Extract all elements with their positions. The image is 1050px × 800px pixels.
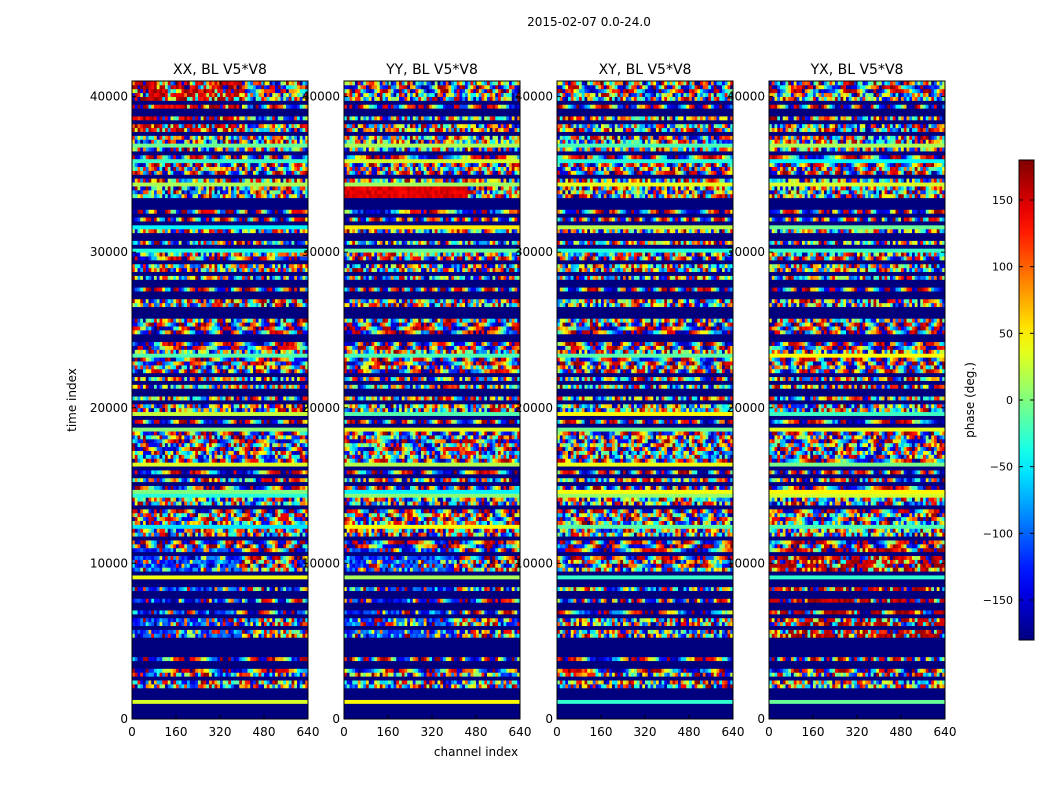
y-tick-label: 30000 — [515, 245, 553, 259]
panels: XX, BL V5*V8 0 160 320 480 640 0 10000 20000 3000… — [90, 62, 957, 739]
x-tick-label: 320 — [209, 725, 232, 739]
y-tick-label: 30000 — [90, 245, 128, 259]
y-tick-label: 20000 — [90, 401, 128, 415]
x-tick-label: 320 — [634, 725, 657, 739]
x-tick-label: 0 — [553, 725, 561, 739]
y-tick-label: 10000 — [727, 556, 765, 570]
x-tick-label: 480 — [465, 725, 488, 739]
heatmap-image — [132, 81, 309, 720]
y-tick-label: 20000 — [515, 401, 553, 415]
panel-yy: YY, BL V5*V8 0 160 320 480 640 0 10000 20000 3000… — [302, 62, 532, 739]
x-tick-label: 640 — [722, 725, 745, 739]
x-tick-label: 160 — [802, 725, 825, 739]
y-tick-label: 10000 — [515, 556, 553, 570]
heatmap-image — [557, 81, 734, 720]
x-tick-label: 160 — [165, 725, 188, 739]
y-tick-label: 40000 — [727, 90, 765, 104]
colorbar-tick-label: −50 — [990, 461, 1013, 474]
panel-title: XY, BL V5*V8 — [599, 62, 692, 78]
x-tick-label: 160 — [590, 725, 613, 739]
x-tick-label: 0 — [128, 725, 136, 739]
y-tick-label: 20000 — [727, 401, 765, 415]
y-tick-label: 30000 — [727, 245, 765, 259]
x-axis-label: channel index — [434, 745, 518, 759]
x-tick-label: 640 — [509, 725, 532, 739]
x-tick-label: 0 — [340, 725, 348, 739]
x-tick-label: 320 — [846, 725, 869, 739]
colorbar-tick-label: 0 — [1006, 394, 1013, 407]
colorbar-tick-label: 50 — [999, 327, 1013, 340]
y-tick-label: 0 — [332, 712, 340, 726]
figure-suptitle: 2015-02-07 0.0-24.0 — [527, 15, 651, 29]
y-tick-label: 40000 — [90, 90, 128, 104]
y-tick-label: 40000 — [515, 90, 553, 104]
colorbar-tick-label: 150 — [992, 194, 1013, 207]
panel-xx: XX, BL V5*V8 0 160 320 480 640 0 10000 20000 3000… — [90, 62, 320, 739]
heatmap-image — [769, 81, 946, 720]
panel-title: YY, BL V5*V8 — [385, 62, 478, 78]
panel-title: XX, BL V5*V8 — [173, 62, 267, 78]
y-axis-label: time index — [65, 368, 79, 432]
x-tick-label: 640 — [297, 725, 320, 739]
x-tick-label: 480 — [678, 725, 701, 739]
y-tick-label: 10000 — [90, 556, 128, 570]
y-tick-label: 10000 — [302, 556, 340, 570]
panel-title: YX, BL V5*V8 — [810, 62, 904, 78]
y-tick-label: 30000 — [302, 245, 340, 259]
colorbar-tick-label: 100 — [992, 261, 1013, 274]
colorbar-tick-label: −100 — [983, 527, 1013, 540]
panel-yx: YX, BL V5*V8 0 160 320 480 640 0 10000 20000 3000… — [727, 62, 957, 739]
x-tick-label: 320 — [421, 725, 444, 739]
y-tick-label: 20000 — [302, 401, 340, 415]
y-tick-label: 40000 — [302, 90, 340, 104]
y-tick-label: 0 — [545, 712, 553, 726]
x-tick-label: 480 — [253, 725, 276, 739]
colorbar-label: phase (deg.) — [963, 362, 977, 438]
heatmap-image — [344, 81, 521, 720]
y-tick-label: 0 — [120, 712, 128, 726]
colorbar: −150 −100 −50 0 50 100 150 — [983, 159, 1035, 641]
x-tick-label: 640 — [934, 725, 957, 739]
colorbar-tick-label: −150 — [983, 594, 1013, 607]
panel-xy: XY, BL V5*V8 0 160 320 480 640 0 10000 20000 3000… — [515, 62, 745, 739]
y-tick-label: 0 — [757, 712, 765, 726]
x-tick-label: 0 — [765, 725, 773, 739]
x-tick-label: 160 — [377, 725, 400, 739]
x-tick-label: 480 — [890, 725, 913, 739]
